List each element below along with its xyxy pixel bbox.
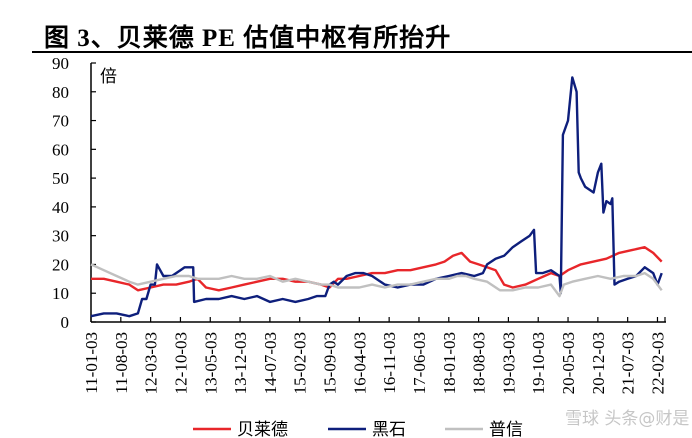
legend-label-0: 贝莱德: [237, 420, 288, 438]
x-tick-label: 16-04-03: [350, 332, 369, 394]
x-tick-label: 20-05-03: [559, 332, 578, 394]
x-tick-label: 15-09-03: [321, 332, 340, 394]
y-tick-label: 30: [52, 227, 69, 246]
series-line-1: [90, 76, 663, 318]
y-tick-label: 0: [61, 313, 70, 332]
x-tick-label: 17-06-03: [410, 332, 429, 394]
y-tick-label: 50: [52, 169, 69, 188]
x-tick-label: 22-02-03: [648, 332, 667, 394]
x-tick-label: 11-08-03: [112, 332, 131, 394]
y-tick-label: 60: [52, 140, 69, 159]
x-tick-label: 19-10-03: [529, 332, 548, 394]
y-tick-label: 40: [52, 198, 69, 217]
y-axis-unit-label: 倍: [100, 67, 117, 86]
series-line-0: [91, 246, 663, 292]
legend-label-1: 黑石: [372, 420, 406, 438]
y-tick-label: 10: [52, 284, 69, 303]
x-tick-label: 19-03-03: [499, 332, 518, 394]
watermark: 雪球 头条@财是: [565, 409, 689, 429]
x-tick-label: 13-12-03: [231, 332, 250, 394]
x-tick-label: 13-05-03: [201, 332, 220, 394]
x-tick-label: 16-11-03: [380, 332, 399, 394]
y-tick-label: 90: [52, 54, 69, 73]
y-tick-label: 70: [52, 112, 69, 131]
x-tick-label: 15-02-03: [291, 332, 310, 394]
x-tick-label: 12-10-03: [171, 332, 190, 394]
x-tick-label: 11-01-03: [82, 332, 101, 394]
chart-title: 图 3、贝莱德 PE 估值中枢有所抬升: [44, 25, 452, 52]
y-tick-label: 20: [52, 255, 69, 274]
x-tick-label: 20-12-03: [589, 332, 608, 394]
x-tick-label: 12-03-03: [142, 332, 161, 394]
x-tick-label: 18-01-03: [440, 332, 459, 394]
y-tick-label: 80: [52, 83, 69, 102]
series-line-2: [90, 263, 663, 298]
x-tick-label: 14-07-03: [261, 332, 280, 394]
x-tick-label: 21-07-03: [619, 332, 638, 394]
title-underline: [32, 51, 692, 53]
x-tick-label: 18-08-03: [470, 332, 489, 394]
legend-label-2: 普信: [489, 420, 523, 438]
